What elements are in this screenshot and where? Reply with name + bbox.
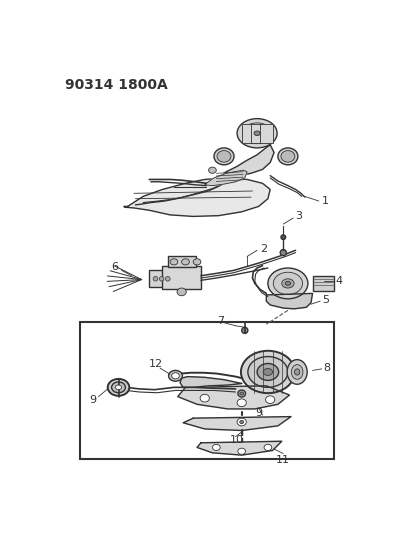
Text: 9: 9 xyxy=(255,408,262,418)
Text: 9: 9 xyxy=(89,394,96,405)
Ellipse shape xyxy=(181,259,189,265)
Ellipse shape xyxy=(281,235,286,239)
Ellipse shape xyxy=(166,277,170,281)
Bar xyxy=(80,322,334,459)
Bar xyxy=(162,265,201,289)
Ellipse shape xyxy=(213,445,220,450)
Bar xyxy=(149,270,177,287)
Ellipse shape xyxy=(248,357,288,387)
Ellipse shape xyxy=(268,268,308,299)
Ellipse shape xyxy=(287,360,307,384)
Ellipse shape xyxy=(214,148,234,165)
Text: 8: 8 xyxy=(323,363,330,373)
Ellipse shape xyxy=(172,373,179,379)
Polygon shape xyxy=(124,178,270,216)
Polygon shape xyxy=(178,386,289,409)
Bar xyxy=(168,256,195,267)
Text: 1: 1 xyxy=(322,196,329,206)
Ellipse shape xyxy=(108,379,129,396)
Ellipse shape xyxy=(282,279,294,288)
Ellipse shape xyxy=(242,327,248,334)
Ellipse shape xyxy=(238,390,246,397)
Bar xyxy=(312,276,334,291)
Ellipse shape xyxy=(237,399,246,407)
Ellipse shape xyxy=(242,123,272,144)
Ellipse shape xyxy=(273,272,302,295)
Text: 6: 6 xyxy=(111,262,118,272)
Ellipse shape xyxy=(295,369,300,375)
Ellipse shape xyxy=(280,249,287,256)
Ellipse shape xyxy=(217,151,231,162)
Ellipse shape xyxy=(238,448,246,454)
Polygon shape xyxy=(266,294,312,309)
Polygon shape xyxy=(180,377,242,387)
Text: 3: 3 xyxy=(296,212,302,221)
Ellipse shape xyxy=(285,281,291,285)
Ellipse shape xyxy=(241,351,295,393)
Ellipse shape xyxy=(264,445,272,450)
Ellipse shape xyxy=(209,167,216,173)
Ellipse shape xyxy=(254,131,260,135)
Ellipse shape xyxy=(170,259,178,265)
Ellipse shape xyxy=(265,396,275,403)
Ellipse shape xyxy=(115,385,121,390)
Ellipse shape xyxy=(250,128,264,138)
Ellipse shape xyxy=(159,277,164,281)
Text: 90314 1800A: 90314 1800A xyxy=(64,78,167,92)
Text: 12: 12 xyxy=(149,359,164,369)
Ellipse shape xyxy=(240,421,244,424)
Ellipse shape xyxy=(278,148,298,165)
Text: 5: 5 xyxy=(322,295,329,304)
Ellipse shape xyxy=(240,392,244,395)
Ellipse shape xyxy=(263,368,273,375)
Polygon shape xyxy=(205,170,247,185)
Text: 2: 2 xyxy=(260,244,267,254)
Text: 11: 11 xyxy=(275,455,290,465)
Polygon shape xyxy=(183,417,291,431)
Ellipse shape xyxy=(177,288,186,296)
Text: 10: 10 xyxy=(229,435,244,445)
Text: 4: 4 xyxy=(336,276,343,286)
Ellipse shape xyxy=(237,119,277,148)
Ellipse shape xyxy=(257,364,279,381)
Ellipse shape xyxy=(153,277,158,281)
Text: 7: 7 xyxy=(217,316,224,326)
Ellipse shape xyxy=(237,418,246,426)
Ellipse shape xyxy=(291,365,303,379)
Ellipse shape xyxy=(281,151,295,162)
Bar xyxy=(242,124,273,143)
Ellipse shape xyxy=(200,394,209,402)
Polygon shape xyxy=(197,441,282,455)
Ellipse shape xyxy=(193,259,201,265)
Polygon shape xyxy=(224,145,274,175)
Ellipse shape xyxy=(169,370,182,381)
Ellipse shape xyxy=(111,382,125,393)
